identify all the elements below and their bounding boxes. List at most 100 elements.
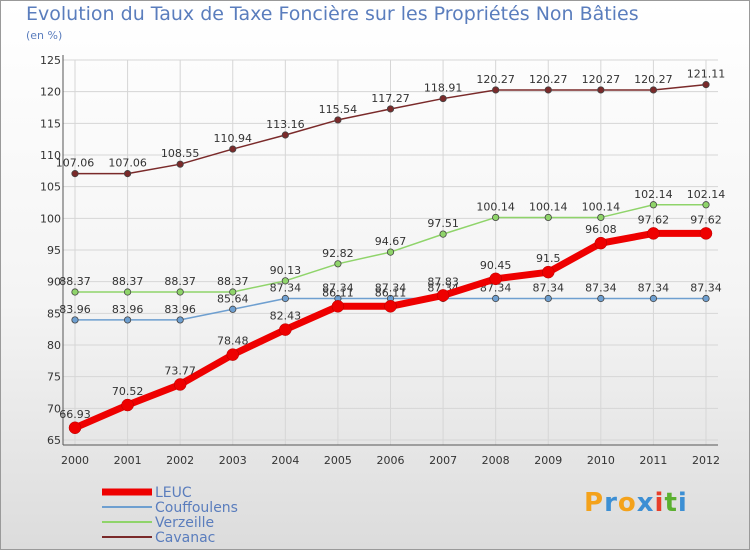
data-point bbox=[71, 170, 79, 178]
legend-label-verzeille: Verzeille bbox=[155, 515, 214, 531]
data-label: 120.27 bbox=[582, 73, 621, 86]
data-point bbox=[386, 105, 395, 113]
data-label: 85.64 bbox=[217, 292, 249, 305]
data-point bbox=[281, 277, 289, 285]
data-label: 78.48 bbox=[217, 335, 249, 348]
data-point bbox=[489, 272, 502, 286]
x-tick-label: 2010 bbox=[587, 454, 615, 467]
data-label: 83.96 bbox=[59, 303, 91, 316]
data-point bbox=[121, 398, 134, 412]
logo-letter: P bbox=[584, 488, 605, 518]
data-label: 102.14 bbox=[634, 188, 673, 201]
data-point bbox=[492, 213, 500, 222]
data-point bbox=[176, 160, 184, 168]
data-point bbox=[281, 294, 289, 303]
data-label: 100.14 bbox=[582, 200, 621, 213]
y-tick-label: 70 bbox=[47, 402, 61, 415]
data-label: 102.14 bbox=[687, 188, 726, 201]
data-label: 73.77 bbox=[164, 364, 196, 377]
y-tick-label: 110 bbox=[40, 149, 61, 162]
data-label: 70.52 bbox=[112, 385, 144, 398]
data-label: 120.27 bbox=[634, 73, 673, 86]
data-label: 108.55 bbox=[161, 147, 200, 160]
data-label: 110.94 bbox=[214, 132, 253, 145]
data-point bbox=[384, 300, 397, 313]
logo-letter: i bbox=[654, 488, 665, 518]
data-point bbox=[68, 421, 82, 435]
data-label: 97.62 bbox=[638, 213, 670, 226]
data-point bbox=[647, 227, 660, 240]
x-tick-label: 2001 bbox=[114, 454, 142, 467]
y-tick-label: 75 bbox=[47, 371, 61, 384]
data-label: 88.37 bbox=[59, 275, 91, 288]
data-point bbox=[71, 288, 79, 296]
data-point bbox=[439, 230, 447, 238]
proxiti-logo: Proxiti bbox=[584, 488, 688, 518]
data-point bbox=[649, 86, 658, 94]
data-point bbox=[492, 294, 500, 303]
data-label: 91.5 bbox=[536, 252, 561, 265]
data-label: 100.14 bbox=[476, 200, 515, 213]
y-tick-label: 120 bbox=[40, 86, 61, 99]
y-tick-label: 115 bbox=[40, 117, 61, 130]
y-tick-label: 80 bbox=[47, 339, 61, 352]
x-tick-label: 2011 bbox=[639, 454, 667, 467]
y-tick-label: 125 bbox=[40, 54, 61, 67]
data-label: 118.91 bbox=[424, 82, 463, 95]
data-label: 83.96 bbox=[112, 303, 144, 316]
data-point bbox=[331, 300, 345, 313]
data-point bbox=[226, 348, 239, 361]
legend-label-cavanac: Cavanac bbox=[155, 530, 215, 546]
data-label: 87.34 bbox=[322, 282, 354, 295]
data-label: 87.34 bbox=[638, 282, 670, 295]
data-point bbox=[439, 94, 447, 103]
data-point bbox=[176, 316, 184, 324]
data-point bbox=[123, 288, 132, 296]
x-tick-label: 2012 bbox=[692, 454, 720, 467]
y-tick-label: 85 bbox=[47, 307, 61, 320]
data-label: 120.27 bbox=[529, 73, 568, 86]
data-point bbox=[123, 316, 132, 324]
data-label: 97.62 bbox=[690, 213, 722, 226]
x-tick-label: 2007 bbox=[429, 454, 457, 467]
data-point bbox=[702, 294, 710, 303]
data-point bbox=[597, 213, 605, 222]
data-point bbox=[597, 294, 605, 303]
y-tick-label: 90 bbox=[47, 276, 61, 289]
data-label: 86.11 bbox=[322, 286, 354, 299]
data-point bbox=[597, 86, 605, 94]
legend-label-couffoulens: Couffoulens bbox=[155, 500, 238, 516]
chart-title: Evolution du Taux de Taxe Foncière sur l… bbox=[26, 3, 639, 25]
data-point bbox=[123, 170, 132, 178]
data-label: 82.43 bbox=[270, 310, 302, 323]
data-label: 100.14 bbox=[529, 200, 568, 213]
y-tick-label: 100 bbox=[40, 212, 61, 225]
data-label: 107.06 bbox=[108, 157, 147, 170]
chart-subtitle: (en %) bbox=[26, 29, 63, 42]
data-point bbox=[542, 265, 555, 279]
data-label: 87.34 bbox=[690, 282, 722, 295]
data-label: 96.08 bbox=[585, 223, 617, 236]
logo-letter: r bbox=[604, 488, 618, 518]
data-label: 87.34 bbox=[375, 282, 407, 295]
data-label: 87.83 bbox=[427, 275, 459, 288]
x-tick-label: 2006 bbox=[377, 454, 405, 467]
data-label: 86.11 bbox=[375, 286, 407, 299]
logo-letter: t bbox=[664, 488, 678, 518]
data-label: 83.96 bbox=[164, 303, 196, 316]
x-tick-label: 2005 bbox=[324, 454, 352, 467]
data-label: 97.51 bbox=[427, 217, 459, 230]
data-point bbox=[281, 131, 289, 139]
data-point bbox=[594, 236, 608, 250]
data-point bbox=[386, 248, 395, 256]
y-tick-label: 95 bbox=[47, 244, 61, 257]
data-point bbox=[702, 81, 710, 89]
x-tick-label: 2004 bbox=[271, 454, 299, 467]
x-tick-label: 2008 bbox=[482, 454, 510, 467]
data-label: 87.34 bbox=[585, 282, 617, 295]
data-point bbox=[279, 323, 292, 336]
x-tick-label: 2000 bbox=[61, 454, 89, 467]
data-point bbox=[229, 145, 237, 153]
data-point bbox=[544, 86, 552, 94]
